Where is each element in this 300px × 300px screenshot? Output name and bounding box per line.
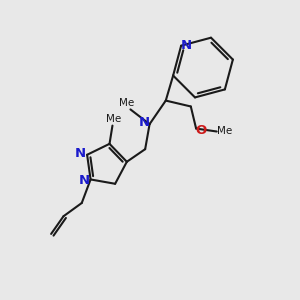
Text: O: O: [195, 124, 206, 136]
Text: N: N: [139, 116, 150, 129]
Text: Me: Me: [106, 114, 122, 124]
Text: Me: Me: [119, 98, 134, 108]
Text: N: N: [79, 174, 90, 188]
Text: N: N: [75, 147, 86, 160]
Text: Me: Me: [217, 126, 232, 136]
Text: N: N: [181, 39, 192, 52]
